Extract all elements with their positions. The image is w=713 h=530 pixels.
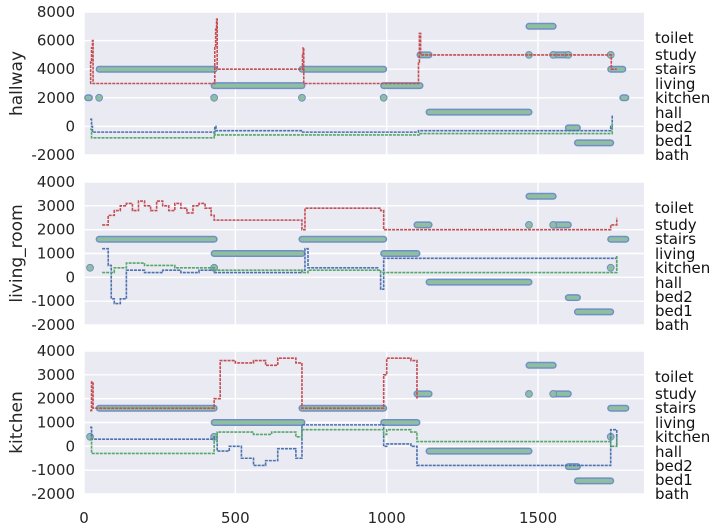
y-tick-label: -1000 xyxy=(31,292,75,310)
room-label-bed2: bed2 xyxy=(655,288,693,306)
series-line-1 xyxy=(89,18,617,85)
y-tick-label: 2000 xyxy=(37,89,75,107)
x-tick-label: 500 xyxy=(221,509,250,527)
room-label-stairs: stairs xyxy=(655,60,696,78)
room-label-study: study xyxy=(655,46,697,64)
y-tick-label: -2000 xyxy=(31,146,75,164)
room-label-bed2: bed2 xyxy=(655,118,693,136)
room-label-bath: bath xyxy=(655,146,689,164)
y-tick-label: -1000 xyxy=(31,461,75,479)
room-label-bed1: bed1 xyxy=(655,132,693,150)
room-label-living: living xyxy=(655,75,695,93)
truth-point xyxy=(525,390,533,398)
room-label-bath: bath xyxy=(655,316,689,334)
y-tick-label: 0 xyxy=(65,437,75,455)
truth-point xyxy=(298,93,306,102)
series-line-1 xyxy=(102,200,618,231)
room-label-study: study xyxy=(655,216,697,234)
truth-point xyxy=(549,221,558,229)
y-tick-label: 4000 xyxy=(37,342,75,360)
y-tick-label: 3000 xyxy=(37,197,75,215)
truth-point xyxy=(95,93,104,102)
y-tick-label: 4000 xyxy=(37,60,75,78)
room-label-living: living xyxy=(655,245,695,263)
truth-point xyxy=(86,263,94,272)
y-tick-label: 2000 xyxy=(37,221,75,239)
truth-point xyxy=(525,221,533,229)
room-label-hall: hall xyxy=(655,274,682,292)
room-label-hall: hall xyxy=(655,104,682,122)
truth-point xyxy=(379,93,388,102)
y-axis-label: living_room xyxy=(7,204,27,302)
truth-point xyxy=(606,263,615,272)
y-tick-label: -2000 xyxy=(31,485,75,503)
x-tick-label: 1000 xyxy=(368,509,406,527)
y-tick-label: 8000 xyxy=(37,3,75,21)
truth-point xyxy=(210,93,219,102)
panel-2: -2000 -1000 0 1000 2000 3000 4000 living_room to… xyxy=(7,173,710,334)
room-label-bed2: bed2 xyxy=(655,457,693,475)
room-label-kitchen: kitchen xyxy=(655,259,710,277)
room-label-hall: hall xyxy=(655,443,682,461)
panel-1: -2000 0 2000 4000 6000 8000 hallway toiletstudy… xyxy=(7,3,710,164)
y-axis-label: kitchen xyxy=(7,391,27,454)
room-label-living: living xyxy=(655,414,695,432)
truth-point xyxy=(549,390,558,398)
room-label-toilet: toilet xyxy=(655,368,694,386)
room-label-stairs: stairs xyxy=(655,399,696,417)
y-axis-label: hallway xyxy=(7,51,27,116)
room-label-stairs: stairs xyxy=(655,230,696,248)
series-line-3 xyxy=(90,428,618,455)
x-tick-label: 1500 xyxy=(519,509,557,527)
series-line-2 xyxy=(102,247,618,305)
series-line-1 xyxy=(90,357,418,412)
y-tick-label: 4000 xyxy=(37,173,75,191)
y-tick-label: 0 xyxy=(65,268,75,286)
room-label-bed1: bed1 xyxy=(655,302,693,320)
room-label-bed1: bed1 xyxy=(655,471,693,489)
series-line-2 xyxy=(90,114,614,133)
y-tick-label: 6000 xyxy=(37,32,75,50)
room-label-toilet: toilet xyxy=(655,199,694,217)
y-tick-label: -2000 xyxy=(31,316,75,334)
y-tick-label: 2000 xyxy=(37,390,75,408)
room-label-kitchen: kitchen xyxy=(655,428,710,446)
room-label-toilet: toilet xyxy=(655,29,694,47)
panel-3: -2000 -1000 0 1000 2000 3000 4000 kitchen toilet… xyxy=(7,342,710,527)
y-tick-label: 1000 xyxy=(37,414,75,432)
series-line-3 xyxy=(102,255,618,274)
room-label-kitchen: kitchen xyxy=(655,89,710,107)
room-label-bath: bath xyxy=(655,485,689,503)
y-tick-label: 0 xyxy=(65,117,75,135)
room-label-study: study xyxy=(655,385,697,403)
x-tick-label: 0 xyxy=(79,509,89,527)
y-tick-label: 3000 xyxy=(37,366,75,384)
y-tick-label: 1000 xyxy=(37,245,75,263)
series-line-3 xyxy=(90,122,614,139)
